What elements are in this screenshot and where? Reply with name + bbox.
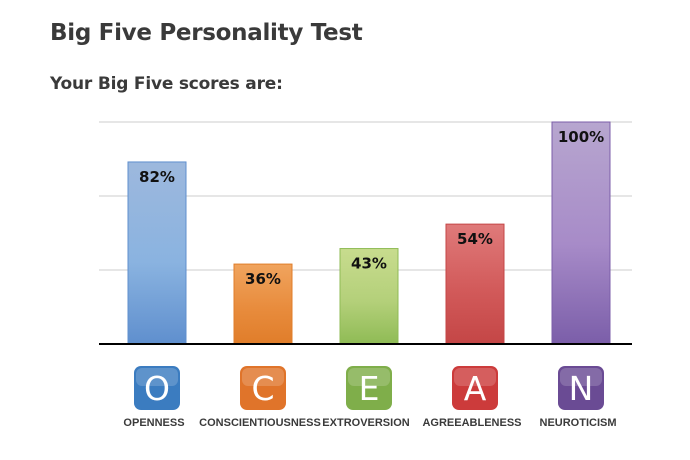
badge-letter-openness: O bbox=[144, 369, 170, 408]
page-title: Big Five Personality Test bbox=[50, 20, 363, 46]
bar-value-label-extroversion: 43% bbox=[351, 255, 387, 273]
category-label-openness: OPENNESS bbox=[123, 417, 184, 429]
bar-value-labels: 82% 36% 43% 54% 100% bbox=[139, 128, 604, 288]
badge-extroversion bbox=[346, 366, 392, 410]
bar-agreeableness bbox=[445, 223, 505, 345]
category-label-neuroticism: NEUROTICISM bbox=[540, 417, 617, 429]
badge-conscientiousness bbox=[240, 366, 286, 410]
badge-agreeableness bbox=[452, 366, 498, 410]
badge-neuroticism bbox=[558, 366, 604, 410]
badge-openness bbox=[134, 366, 180, 410]
badge-letter-agreeableness: A bbox=[464, 369, 487, 408]
bars bbox=[127, 121, 611, 345]
category-label-agreeableness: AGREEABLENESS bbox=[422, 417, 521, 429]
badge-gloss bbox=[136, 368, 178, 386]
badge-letter-conscientiousness: C bbox=[251, 369, 274, 408]
bar-conscientiousness bbox=[233, 263, 293, 345]
badge-gloss bbox=[348, 368, 390, 386]
page-subtitle: Your Big Five scores are: bbox=[50, 74, 283, 94]
category-label-conscientiousness: CONSCIENTIOUSNESS bbox=[199, 417, 321, 429]
badge-gloss bbox=[242, 368, 284, 386]
bar-value-label-agreeableness: 54% bbox=[457, 230, 493, 248]
category-labels: OPENNESS CONSCIENTIOUSNESS EXTROVERSION AGR… bbox=[123, 417, 616, 429]
badge-letter-neuroticism: N bbox=[569, 369, 594, 408]
badge-letter-extroversion: E bbox=[359, 369, 380, 408]
bar-neuroticism bbox=[551, 121, 611, 345]
bar-value-label-neuroticism: 100% bbox=[558, 128, 604, 146]
category-label-extroversion: EXTROVERSION bbox=[322, 417, 409, 429]
badge-gloss bbox=[454, 368, 496, 386]
badge-gloss bbox=[560, 368, 602, 386]
bar-openness bbox=[127, 161, 187, 345]
bar-value-label-openness: 82% bbox=[139, 168, 175, 186]
bar-extroversion bbox=[339, 248, 399, 345]
bar-value-label-conscientiousness: 36% bbox=[245, 270, 281, 288]
